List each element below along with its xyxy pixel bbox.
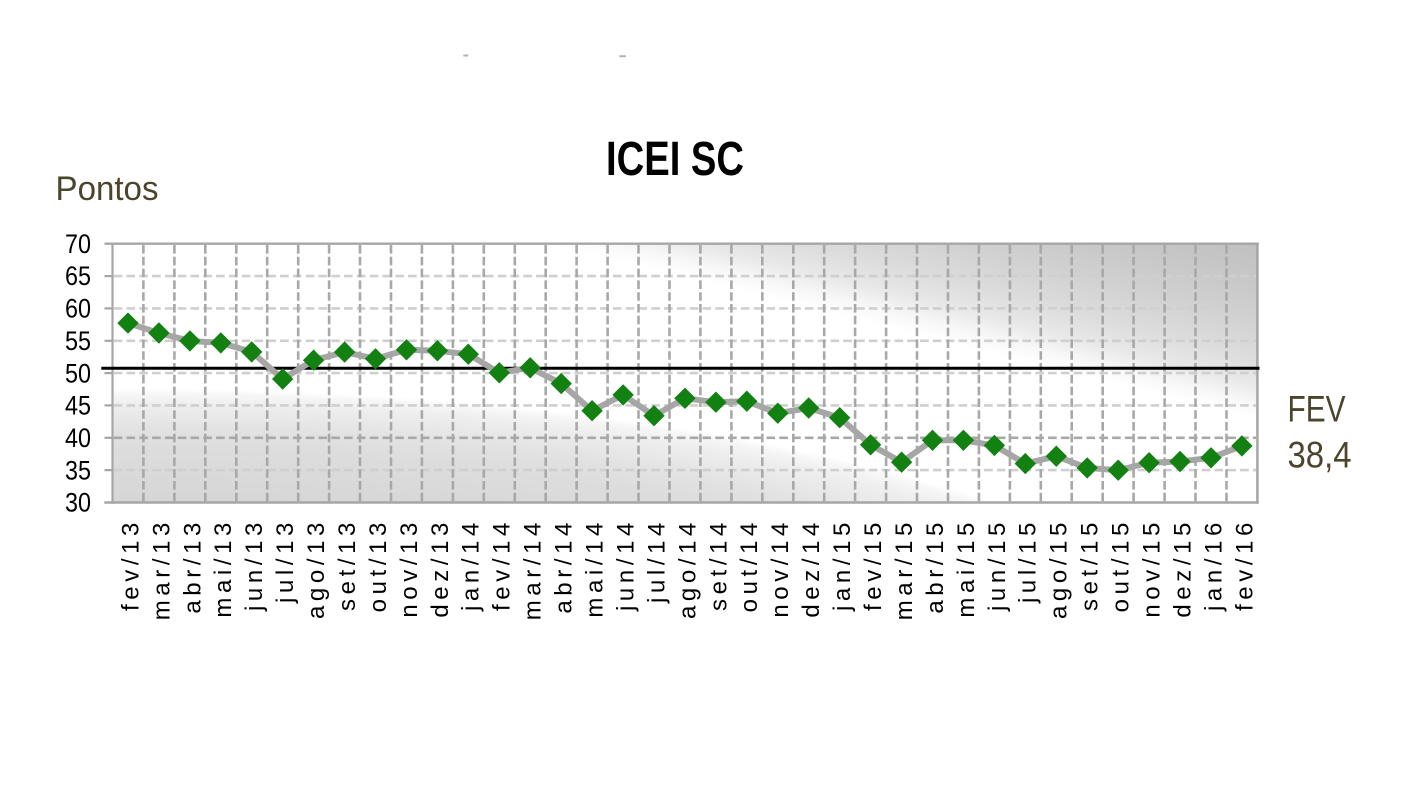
svg-text:jul/13: jul/13: [272, 518, 299, 604]
svg-text:30: 30: [65, 488, 91, 518]
svg-text:ago/15: ago/15: [1046, 518, 1073, 619]
svg-text:out/15: out/15: [1108, 518, 1135, 612]
svg-text:ICEI SC: ICEI SC: [606, 133, 744, 186]
svg-text:40: 40: [65, 423, 91, 453]
svg-text:out/14: out/14: [736, 518, 763, 612]
svg-text:set/14: set/14: [705, 518, 732, 611]
svg-text:nov/14: nov/14: [767, 518, 794, 618]
svg-text:45: 45: [65, 391, 91, 421]
svg-text:set/13: set/13: [334, 518, 361, 611]
svg-text:mai/15: mai/15: [953, 518, 980, 618]
svg-text:nov/15: nov/15: [1139, 518, 1166, 618]
svg-text:ago/13: ago/13: [303, 518, 330, 619]
svg-text:jan/16: jan/16: [1200, 518, 1227, 612]
svg-text:FEV: FEV: [1288, 389, 1346, 430]
svg-text:mai/13: mai/13: [210, 518, 237, 618]
svg-text:jun/13: jun/13: [241, 518, 268, 612]
svg-text:38,4: 38,4: [1288, 435, 1352, 476]
svg-text:set/15: set/15: [1077, 518, 1104, 611]
svg-text:jul/15: jul/15: [1015, 518, 1042, 604]
svg-text:mai/14: mai/14: [582, 518, 609, 618]
svg-text:jan/14: jan/14: [458, 518, 485, 612]
svg-text:50: 50: [65, 358, 91, 388]
svg-text:dez/13: dez/13: [427, 518, 454, 618]
svg-text:fev/15: fev/15: [860, 518, 887, 611]
svg-text:jun/15: jun/15: [984, 518, 1011, 612]
svg-text:dez/14: dez/14: [798, 518, 825, 618]
svg-text:jan/15: jan/15: [829, 518, 856, 612]
svg-text:60: 60: [65, 294, 91, 324]
svg-text:mar/15: mar/15: [891, 518, 918, 620]
svg-text:Pontos: Pontos: [56, 170, 159, 208]
svg-text:mar/13: mar/13: [148, 518, 175, 620]
svg-text:fev/14: fev/14: [489, 518, 516, 611]
svg-text:fev/13: fev/13: [117, 518, 144, 611]
svg-text:70: 70: [65, 229, 91, 259]
svg-text:mar/14: mar/14: [520, 518, 547, 620]
svg-text:65: 65: [65, 261, 91, 291]
svg-text:dez/15: dez/15: [1169, 518, 1196, 618]
svg-text:abr/15: abr/15: [922, 518, 949, 614]
svg-text:55: 55: [65, 326, 91, 356]
svg-text:abr/13: abr/13: [179, 518, 206, 614]
svg-text:out/13: out/13: [365, 518, 392, 612]
svg-text:35: 35: [65, 455, 91, 485]
svg-text:ago/14: ago/14: [674, 518, 701, 619]
svg-text:jul/14: jul/14: [643, 518, 670, 604]
svg-text:abr/14: abr/14: [551, 518, 578, 614]
svg-text:jun/14: jun/14: [613, 518, 640, 612]
svg-text:fev/16: fev/16: [1231, 518, 1258, 611]
svg-text:nov/13: nov/13: [396, 518, 423, 618]
